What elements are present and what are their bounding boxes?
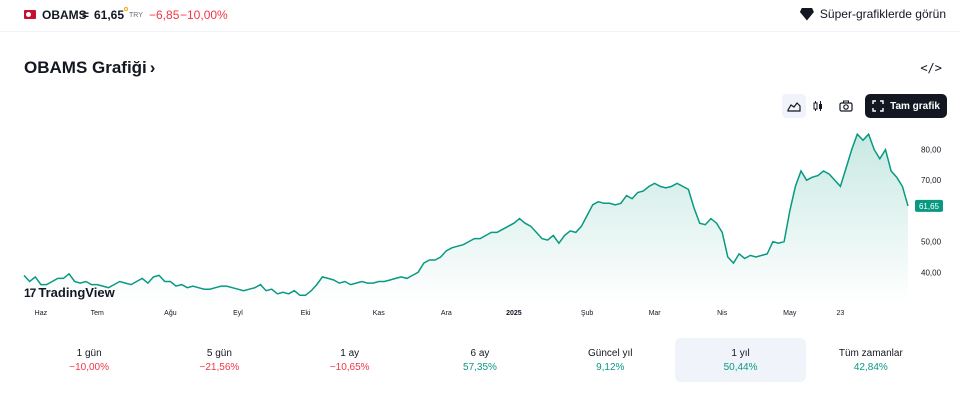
quote-header: OBAMS = 61,65 TRY −6,85 −10,00% Süper-gr… bbox=[0, 0, 960, 32]
market-status-icon bbox=[124, 7, 128, 11]
x-tick-label: Nis bbox=[717, 310, 728, 317]
x-tick-label: Kas bbox=[373, 310, 386, 317]
period-tab-value: 50,44% bbox=[723, 361, 758, 373]
period-tab-value: 9,12% bbox=[596, 361, 625, 373]
last-price-badge bbox=[915, 199, 943, 212]
tradingview-logo[interactable]: 17 TradingView bbox=[24, 285, 115, 300]
x-tick-label: Ara bbox=[441, 310, 452, 317]
ticker-equals: = bbox=[82, 8, 90, 22]
period-tab-value: −10,00% bbox=[69, 361, 110, 373]
super-charts-link[interactable]: Süper-grafiklerde görün bbox=[799, 7, 946, 21]
gem-icon bbox=[799, 7, 814, 21]
period-tabs: 1 gün −10,00% 5 gün −21,56% 1 ay −10,65% 6 ay 5… bbox=[24, 338, 936, 382]
period-tab[interactable]: 1 ay −10,65% bbox=[285, 338, 415, 382]
embed-code-icon[interactable]: </> bbox=[920, 61, 942, 75]
y-tick-label: 50,00 bbox=[921, 238, 942, 247]
price-line bbox=[23, 132, 909, 297]
snapshot-toolbar bbox=[834, 94, 858, 118]
area-chart-button[interactable] bbox=[782, 94, 806, 118]
period-tab[interactable]: 1 yıl 50,44% bbox=[675, 338, 806, 382]
ticker-symbol[interactable]: OBAMS bbox=[42, 8, 87, 22]
fullscreen-label: Tam grafik bbox=[890, 100, 940, 112]
price-area bbox=[24, 134, 908, 303]
x-tick-label: Eyl bbox=[233, 310, 243, 317]
period-tab[interactable]: Güncel yıl 9,12% bbox=[545, 338, 675, 382]
price-chart[interactable]: 80,00 70,00 50,00 40,00 61,65 Haz Tem Ağu Eyl E… bbox=[0, 125, 960, 325]
period-tab-value: 42,84% bbox=[853, 361, 888, 373]
super-charts-label: Süper-grafiklerde görün bbox=[819, 7, 946, 21]
period-tab-value: −10,65% bbox=[329, 361, 370, 373]
y-tick-label: 80,00 bbox=[921, 146, 942, 155]
camera-icon bbox=[839, 100, 853, 112]
period-tab-label: 5 gün bbox=[206, 347, 232, 359]
period-tab-label: Güncel yıl bbox=[588, 347, 633, 359]
x-tick-label: Haz bbox=[35, 310, 48, 317]
candles-button[interactable] bbox=[806, 94, 830, 118]
period-tab[interactable]: 5 gün −21,56% bbox=[154, 338, 284, 382]
ticker-change: −6,85 bbox=[149, 8, 180, 22]
candles-icon bbox=[813, 101, 822, 111]
period-tab-label: 1 yıl bbox=[731, 347, 750, 359]
y-tick-label: 70,00 bbox=[921, 176, 942, 185]
fullscreen-chart-button[interactable]: Tam grafik bbox=[865, 94, 947, 118]
period-tab-label: Tüm zamanlar bbox=[838, 347, 903, 359]
area-chart-icon bbox=[787, 102, 801, 112]
x-tick-label: Şub bbox=[581, 310, 594, 317]
x-tick-label: May bbox=[783, 310, 797, 317]
fullscreen-icon bbox=[872, 100, 884, 112]
tradingview-mark-icon: 17 bbox=[24, 285, 36, 300]
chevron-right-icon: › bbox=[149, 58, 156, 77]
chart-style-toolbar bbox=[782, 94, 830, 118]
x-tick-label: Ağu bbox=[164, 310, 177, 317]
snapshot-button[interactable] bbox=[834, 94, 858, 118]
period-tab-value: 57,35% bbox=[463, 361, 497, 373]
turkey-flag-icon bbox=[24, 10, 36, 19]
x-tick-label: 23 bbox=[837, 310, 845, 317]
brand-label: TradingView bbox=[38, 285, 115, 300]
y-tick-label: 40,00 bbox=[921, 268, 942, 277]
page-title[interactable]: OBAMS Grafiği › bbox=[24, 58, 155, 78]
x-tick-label: Eki bbox=[301, 310, 311, 317]
period-tab-value: −21,56% bbox=[199, 361, 240, 373]
period-tab[interactable]: 1 gün −10,00% bbox=[24, 338, 154, 382]
x-tick-label: Tem bbox=[91, 310, 104, 317]
period-tab[interactable]: 6 ay 57,35% bbox=[415, 338, 545, 382]
ticker-price: 61,65 bbox=[94, 8, 125, 22]
period-tab-label: 6 ay bbox=[470, 347, 490, 359]
ticker-change-percent: −10,00% bbox=[180, 8, 228, 22]
period-tab-label: 1 gün bbox=[76, 347, 102, 359]
x-tick-label: Mar bbox=[649, 310, 662, 317]
page-title-text: OBAMS Grafiği bbox=[24, 58, 147, 77]
period-tab-label: 1 ay bbox=[340, 347, 360, 359]
period-tab[interactable]: Tüm zamanlar 42,84% bbox=[806, 338, 936, 382]
ticker-currency: TRY bbox=[129, 12, 143, 19]
x-tick-label: 2025 bbox=[506, 310, 522, 317]
last-price-label: 61,65 bbox=[919, 202, 940, 211]
